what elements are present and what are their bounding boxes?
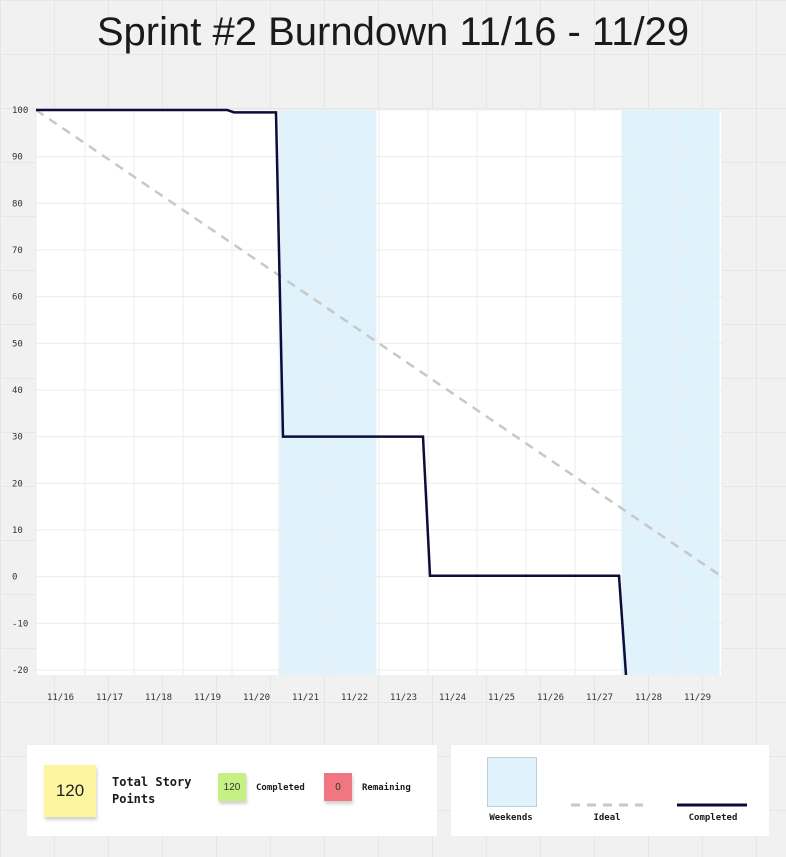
x-tick-label: 11/29 — [684, 693, 711, 703]
total-points-note: 120 — [44, 765, 96, 817]
remaining-value: 0 — [335, 781, 341, 793]
y-tick-label: 100 — [12, 106, 28, 116]
legend-completed-line — [677, 803, 747, 807]
legend-weekends-label: Weekends — [489, 813, 533, 823]
weekend-band-1 — [278, 110, 377, 675]
x-tick-label: 11/17 — [96, 693, 123, 703]
x-tick-label: 11/20 — [243, 693, 270, 703]
completed-value: 120 — [223, 781, 241, 793]
x-tick-label: 11/24 — [439, 693, 466, 703]
x-tick-label: 11/27 — [586, 693, 613, 703]
stats-panel: 120 Total Story Points 120 Completed 0 R… — [27, 745, 437, 836]
page-title: Sprint #2 Burndown 11/16 - 11/29 — [96, 10, 690, 54]
y-tick-label: -10 — [12, 619, 28, 629]
legend-panel: Weekends Ideal Completed — [451, 745, 769, 836]
x-tick-label: 11/16 — [47, 693, 74, 703]
y-tick-label: 90 — [12, 153, 23, 163]
grid-lines — [35, 109, 723, 675]
legend-ideal-label: Ideal — [593, 813, 621, 823]
x-tick-label: 11/22 — [341, 693, 368, 703]
completed-note: 120 — [218, 773, 246, 801]
x-tick-label: 11/25 — [488, 693, 515, 703]
x-axis-ticks: 11/16 11/17 11/18 11/19 11/20 11/21 11/22 11/23… — [47, 693, 711, 703]
series-ideal-line — [35, 108, 723, 578]
x-tick-label: 11/19 — [194, 693, 221, 703]
legend-completed-label: Completed — [688, 813, 738, 823]
y-tick-label: 30 — [12, 433, 23, 443]
legend-ideal-line — [571, 803, 643, 807]
x-tick-label: 11/23 — [390, 693, 417, 703]
y-tick-label: 0 — [12, 573, 17, 583]
weekend-bands — [278, 110, 720, 675]
y-tick-label: 20 — [12, 479, 23, 489]
total-points-value: 120 — [55, 781, 85, 800]
x-tick-label: 11/28 — [635, 693, 662, 703]
series-completed-line — [36, 108, 628, 676]
x-tick-label: 11/26 — [537, 693, 564, 703]
remaining-note: 0 — [324, 773, 352, 801]
weekends-swatch — [487, 757, 537, 807]
y-tick-label: 10 — [12, 526, 23, 536]
x-tick-label: 11/21 — [292, 693, 319, 703]
y-tick-label: -20 — [12, 666, 28, 676]
x-tick-label: 11/18 — [145, 693, 172, 703]
total-points-label: Total Story Points — [112, 775, 192, 806]
series-lines — [35, 108, 723, 676]
y-tick-label: 60 — [12, 293, 23, 303]
completed-label: Completed — [256, 783, 305, 793]
y-tick-label: 40 — [12, 386, 23, 396]
y-tick-label: 70 — [12, 246, 23, 256]
remaining-label: Remaining — [362, 783, 411, 793]
weekend-band-2 — [621, 110, 720, 675]
y-tick-label: 80 — [12, 199, 23, 209]
y-tick-label: 50 — [12, 339, 23, 349]
